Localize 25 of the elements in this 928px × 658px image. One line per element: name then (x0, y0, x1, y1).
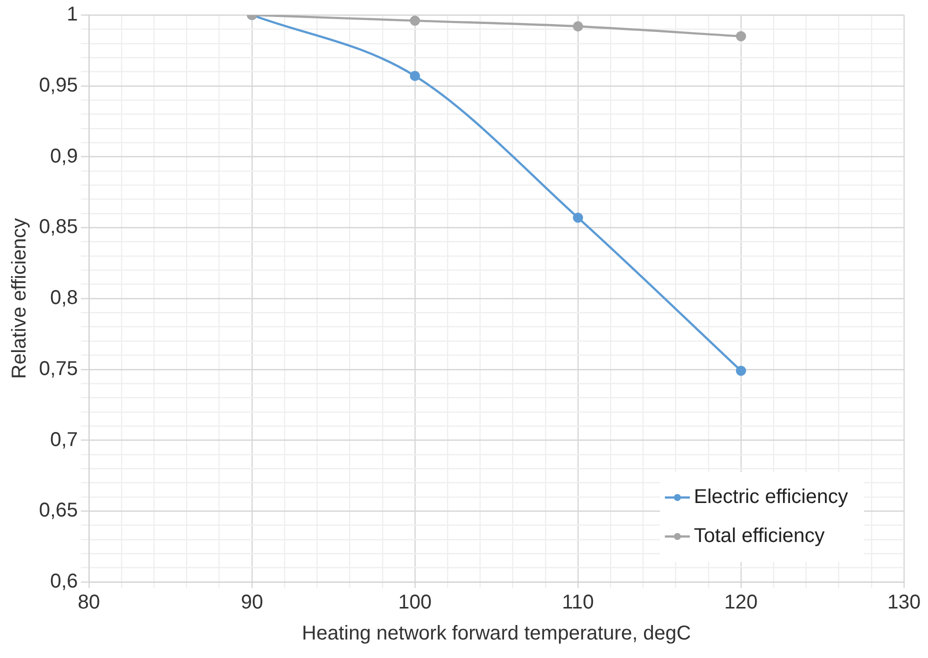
point (410, 16, 420, 26)
y-tick-label: 0,85 (38, 216, 78, 238)
y-tick-label: 0,9 (50, 145, 78, 168)
y-tick-label: 0,75 (38, 358, 78, 380)
y-tick-label: 0,7 (50, 428, 78, 451)
x-tick-label: 100 (398, 592, 432, 614)
x-tick-label: 120 (724, 592, 758, 614)
y-tick-label: 0,95 (38, 74, 78, 96)
x-tick-label: 110 (562, 592, 594, 614)
y-tick-label: 0,8 (50, 287, 78, 310)
point (736, 366, 746, 376)
point (572, 21, 584, 32)
y-tick-label: 0,6 (50, 570, 78, 593)
y-tick-label: 0,65 (38, 500, 78, 522)
legend-label: Total efficiency (694, 525, 825, 548)
y-axis-title: Relative efficiency (8, 218, 31, 379)
x-tick-label: 130 (887, 592, 921, 614)
x-tick-label: 80 (78, 592, 100, 614)
point (572, 212, 584, 223)
legend-label: Electric efficiency (694, 486, 848, 508)
y-tick-label: 1 (66, 4, 78, 26)
point (736, 31, 746, 42)
point (410, 70, 420, 82)
x-tick-label: 90 (240, 592, 264, 614)
x-axis-title: Heating network forward temperature, degC (302, 622, 692, 645)
